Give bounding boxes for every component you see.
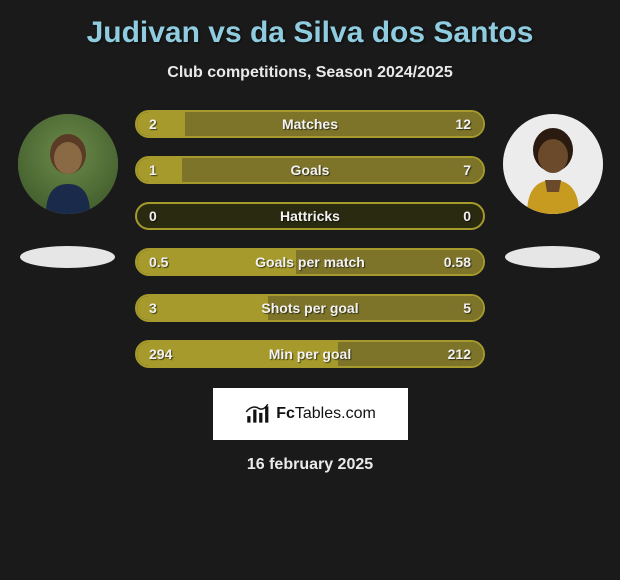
stat-bar: 0.50.58Goals per match [135, 248, 485, 276]
stats-column: 212Matches 17Goals 00Hattricks 0.50.58Goals… [135, 110, 485, 368]
main-row: 212Matches 17Goals 00Hattricks 0.50.58Goals… [0, 110, 620, 368]
stat-bar: 35Shots per goal [135, 294, 485, 322]
stat-label: Min per goal [137, 346, 483, 362]
stat-label: Shots per goal [137, 300, 483, 316]
player1-avatar-icon [18, 114, 118, 214]
stat-label: Goals [137, 162, 483, 178]
date-label: 16 february 2025 [0, 456, 620, 474]
page-title: Judivan vs da Silva dos Santos [0, 16, 620, 50]
stat-label: Hattricks [137, 208, 483, 224]
player1-avatar [18, 114, 118, 214]
source-logo: FcTables.com [213, 388, 408, 440]
stat-bar: 00Hattricks [135, 202, 485, 230]
subtitle: Club competitions, Season 2024/2025 [0, 64, 620, 82]
stat-bar: 294212Min per goal [135, 340, 485, 368]
player-left-column [10, 110, 125, 268]
player2-avatar [503, 114, 603, 214]
stat-label: Matches [137, 116, 483, 132]
player1-shadow [20, 246, 115, 268]
stat-bar: 17Goals [135, 156, 485, 184]
chart-icon [244, 401, 270, 427]
stat-bar: 212Matches [135, 110, 485, 138]
player2-shadow [505, 246, 600, 268]
stat-label: Goals per match [137, 254, 483, 270]
logo-text: FcTables.com [276, 405, 376, 423]
player-right-column [495, 110, 610, 268]
player2-avatar-icon [503, 114, 603, 214]
infographic-container: Judivan vs da Silva dos Santos Club comp… [0, 0, 620, 484]
